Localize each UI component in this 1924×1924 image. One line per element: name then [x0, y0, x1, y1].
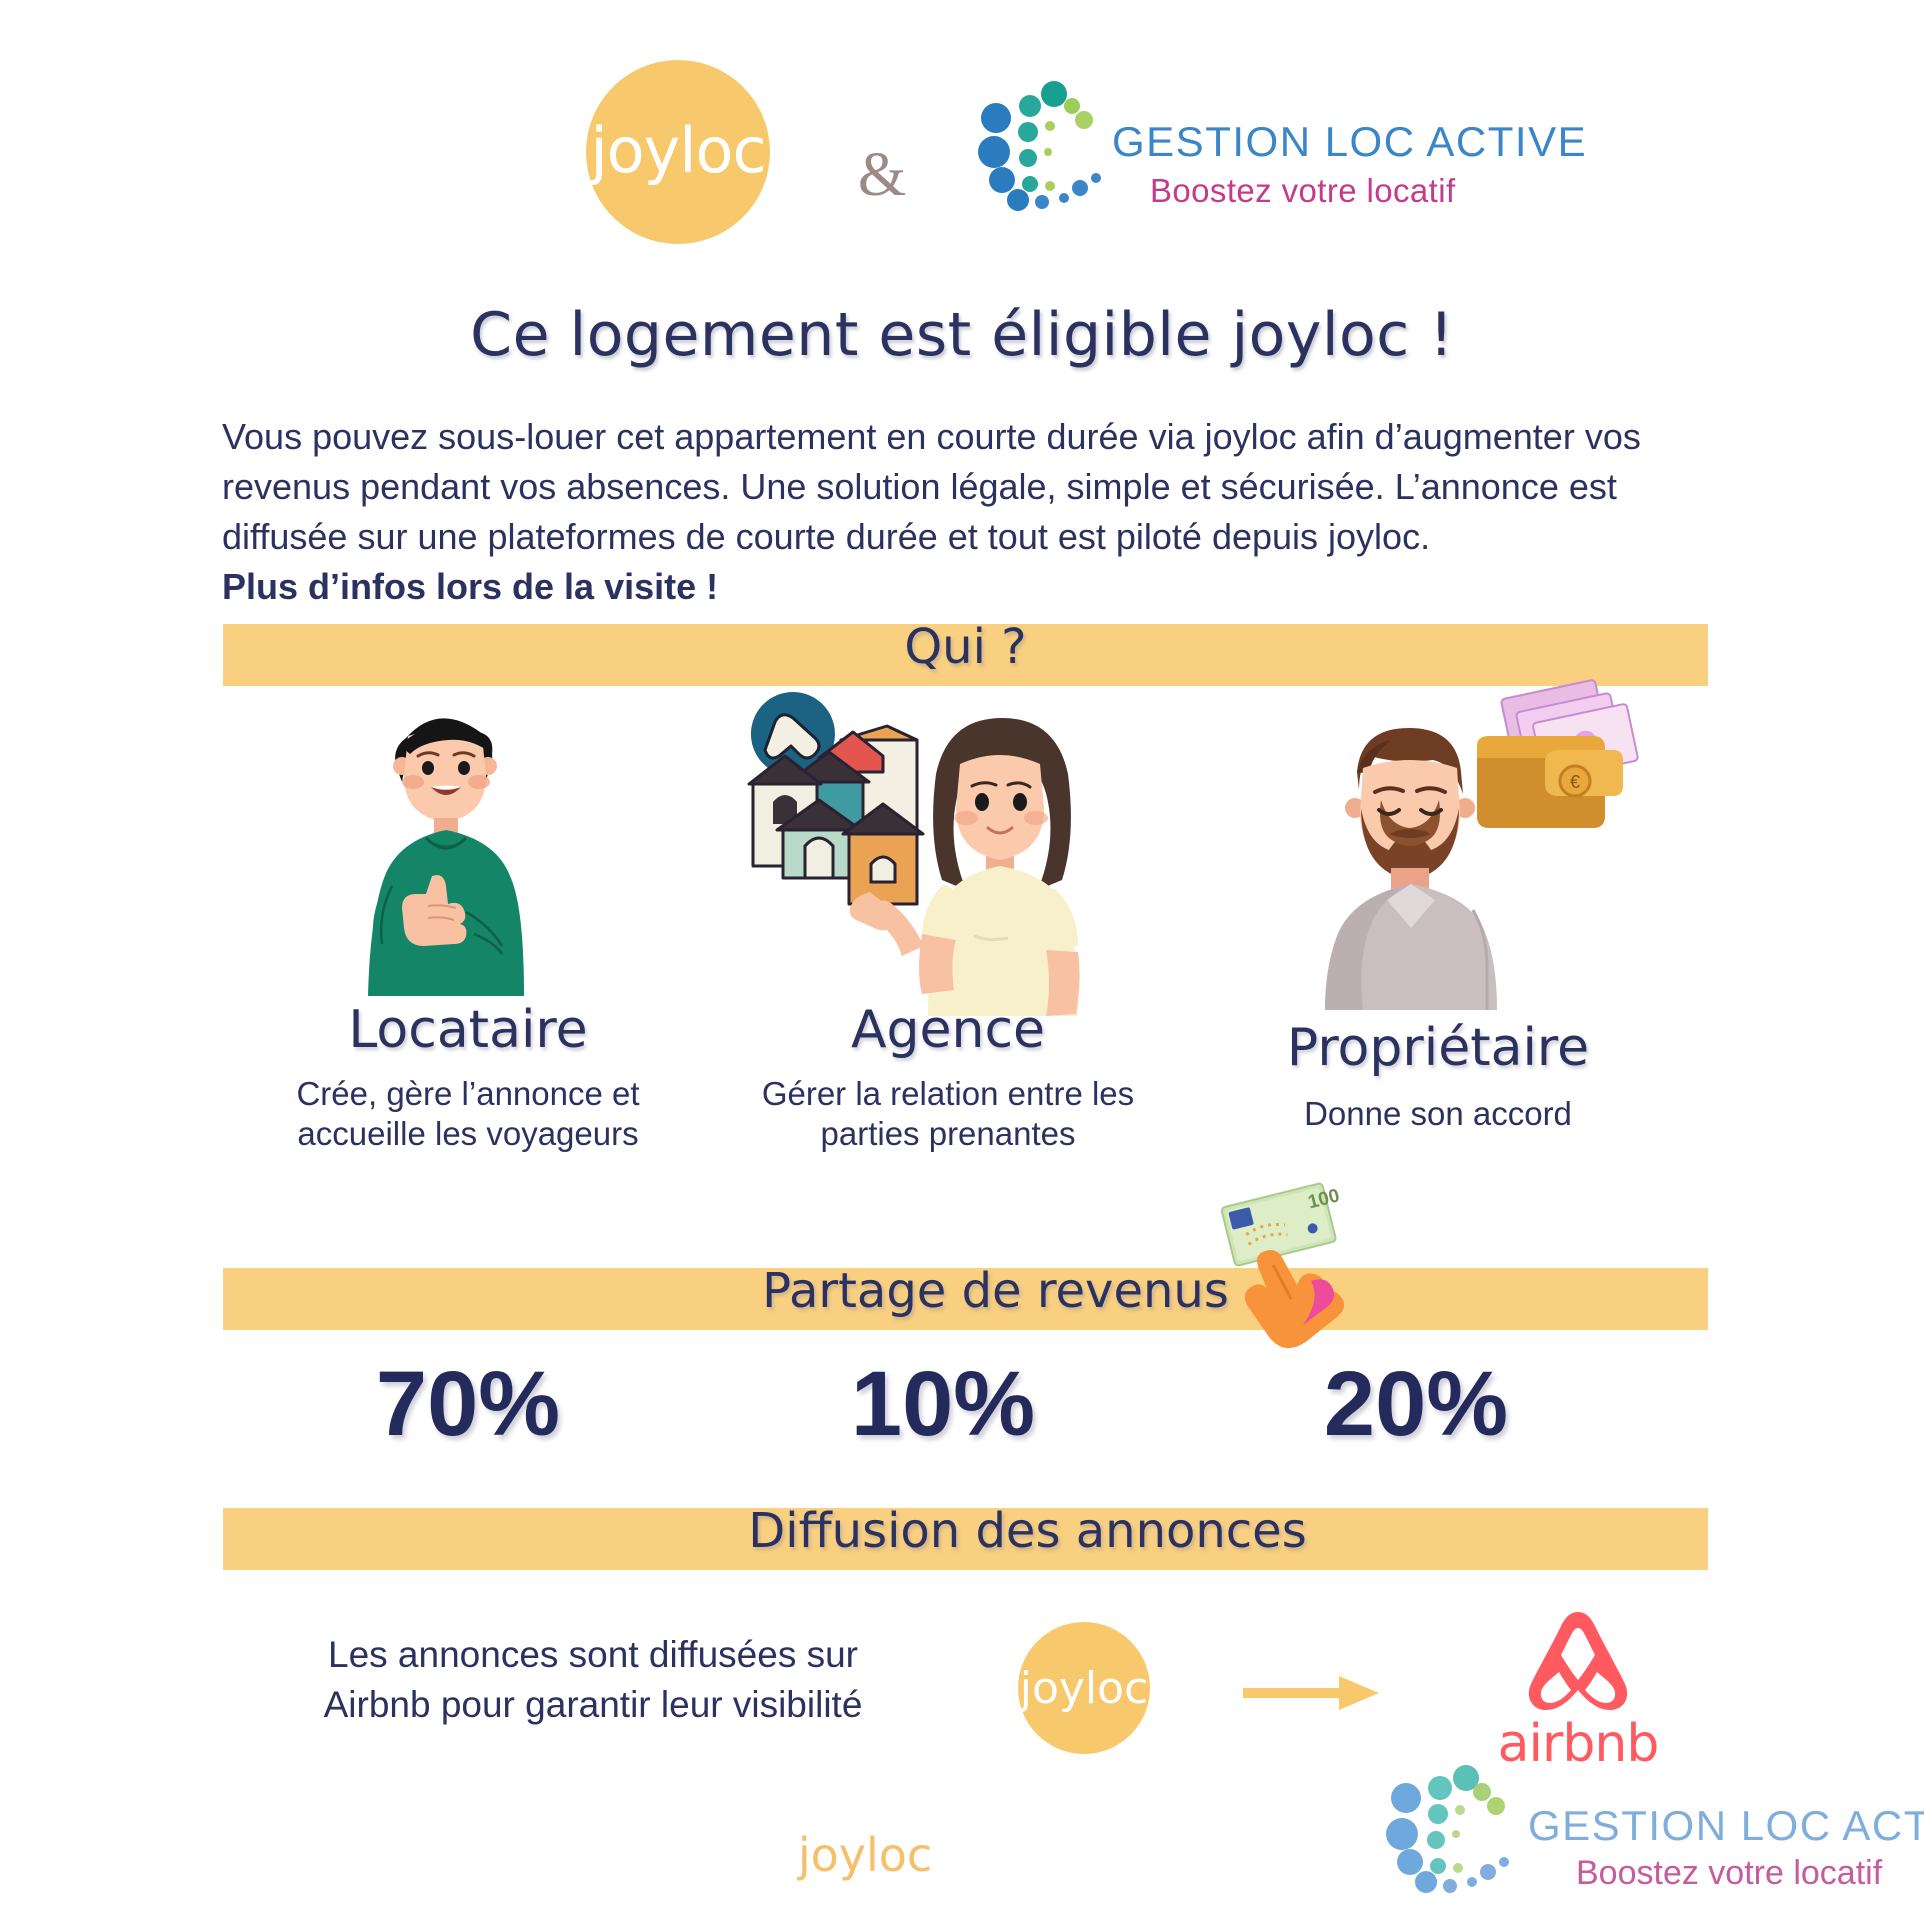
intro-paragraph: Vous pouvez sous-louer cet appartement e… [222, 412, 1662, 612]
joyloc-badge: joyloc [1018, 1622, 1150, 1754]
joyloc-logo-text: joyloc [590, 113, 766, 187]
persona-name: Propriétaire [1286, 1018, 1590, 1078]
swirl-dots-icon [978, 81, 1101, 211]
footer-joyloc-text: joyloc [797, 1828, 933, 1882]
svg-text:€: € [1570, 772, 1580, 792]
band-diffusion-label: Diffusion des annonces [748, 1503, 1307, 1559]
airbnb-logo: airbnb [1453, 1600, 1703, 1774]
band-partage-de-revenus: Partage de revenus [223, 1263, 1708, 1330]
hand-holding-100-euro-note-icon: 100 [1215, 1182, 1395, 1349]
intro-bold-line: Plus d’infos lors de la visite ! [222, 566, 719, 607]
ampersand-separator: & [857, 141, 907, 209]
band-partage-label: Partage de revenus [762, 1263, 1229, 1319]
persona-proprietaire: € € [1203, 679, 1673, 1134]
persona-name: Locataire [348, 1000, 588, 1060]
persona-description: Crée, gère l’annonce et accueille les vo… [296, 1075, 640, 1152]
persona-locataire: Locataire Crée, gère l’annonce et accuei… [233, 690, 703, 1154]
airbnb-mark-icon [1528, 1612, 1628, 1710]
man-thumbs-up-illustration [233, 690, 703, 1000]
joyloc-badge-text: joyloc [1019, 1662, 1149, 1714]
airbnb-wordmark: airbnb [1497, 1714, 1660, 1774]
persona-description: Donne son accord [1304, 1095, 1572, 1132]
footer-swirl-dots-icon [1386, 1765, 1509, 1893]
arrow-right-icon [1243, 1676, 1379, 1710]
band-qui: Qui ? [223, 619, 1708, 686]
share-percent-proprietaire: 20% [1323, 1353, 1509, 1455]
diffusion-row: Les annonces sont diffusées sur Airbnb p… [223, 1600, 1923, 1900]
band-diffusion-des-annonces: Diffusion des annonces [223, 1503, 1708, 1570]
persona-agence: Agence Gérer la relation entre les parti… [713, 690, 1183, 1154]
persona-description: Gérer la relation entre les parties pren… [761, 1075, 1135, 1152]
partner-tagline: Boostez votre locatif [1150, 172, 1456, 209]
share-percent-agence: 10% [850, 1353, 1036, 1455]
footer-partner-tagline: Boostez votre locatif [1576, 1854, 1883, 1892]
diffusion-description: Les annonces sont diffusées sur Airbnb p… [323, 1634, 863, 1725]
header-logos: joyloc & [0, 28, 1924, 244]
persona-row: Locataire Crée, gère l’annonce et accuei… [223, 679, 1708, 1250]
bearded-man-wallet-illustration: € € [1203, 679, 1673, 1010]
partner-name: GESTION LOC ACTIVE [1112, 118, 1588, 165]
share-percent-locataire: 70% [375, 1353, 561, 1455]
footer-partner-name: GESTION LOC ACTIVE [1528, 1802, 1924, 1849]
revenue-share-row: 70% 10% 20% [223, 1352, 1708, 1462]
page-title: Ce logement est éligible joyloc ! [470, 300, 1454, 370]
band-qui-label: Qui ? [904, 619, 1027, 675]
footer-gestion-loc-active-logo: GESTION LOC ACTIVE Boostez votre locatif [1380, 1762, 1924, 1922]
gestion-loc-active-logo: GESTION LOC ACTIVE Boostez votre locatif [972, 74, 1586, 224]
woman-holding-houses-illustration [713, 690, 1183, 1016]
intro-text: Vous pouvez sous-louer cet appartement e… [222, 416, 1641, 557]
joyloc-logo: joyloc [586, 60, 770, 244]
